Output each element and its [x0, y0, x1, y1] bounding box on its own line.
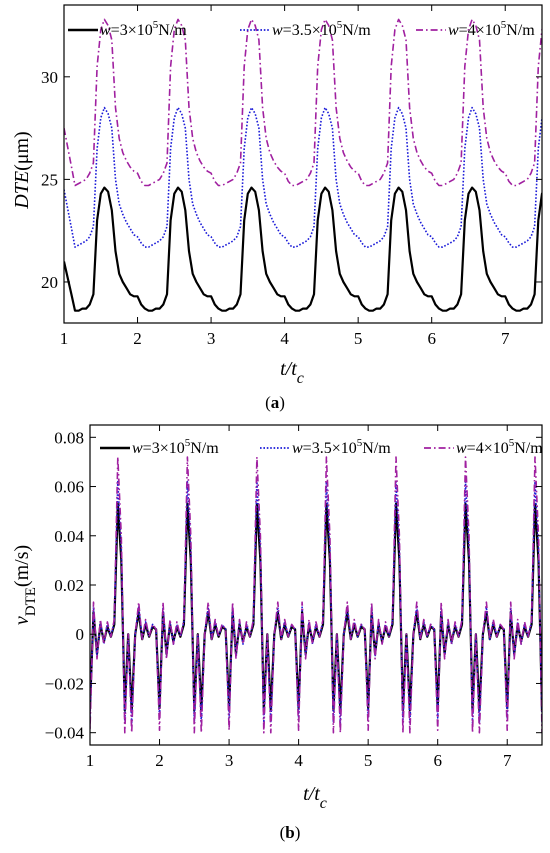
legend-label-1: w=3×105N/m [100, 19, 187, 39]
x-tick-label: 4 [280, 329, 289, 348]
chart-panel-b: 1 2 3 4 5 6 7 −0.04 −0.02 0 0.02 0.04 0.06 0.08 w=3×10… [11, 424, 543, 842]
y-axis-label: DTE(μm) [11, 131, 33, 209]
x-tick-label: 5 [364, 751, 373, 770]
legend: w=3×105N/m w=3.5×105N/m w=4×105N/m [68, 19, 535, 39]
x-tick-label: 1 [86, 751, 95, 770]
y-tick-label: −0.02 [45, 674, 84, 693]
x-tick-label: 1 [60, 329, 69, 348]
series-line-3 [64, 18, 542, 187]
x-tick-label: 4 [294, 751, 303, 770]
chart-panel-a: 1 2 3 4 5 6 7 20 25 30 w=3×105N/m w=3.5×105N/m w=4×1… [11, 4, 543, 412]
axes-frame [63, 4, 543, 324]
legend-label-3: w=4×105N/m [448, 19, 535, 39]
x-tick-label: 7 [503, 751, 512, 770]
y-tick-label: 0.04 [54, 527, 84, 546]
x-axis-label: t/tc [303, 783, 327, 812]
legend-label-1: w=3×105N/m [132, 437, 219, 457]
plot-area [90, 456, 542, 734]
legend-label-2: w=3.5×105N/m [292, 437, 391, 457]
x-tick-label: 3 [225, 751, 234, 770]
panel-caption: (b) [280, 823, 301, 842]
y-tick-label: 20 [41, 273, 58, 292]
y-tick-label: 30 [41, 68, 58, 87]
x-tick-label: 2 [133, 329, 142, 348]
y-tick-label: 0.06 [54, 478, 84, 497]
series-line-2 [64, 106, 542, 248]
x-tick-label: 3 [207, 329, 216, 348]
x-tick-label: 5 [354, 329, 363, 348]
y-axis-label-text: vDTE(m/s) [11, 545, 39, 625]
legend-label-2: w=3.5×105N/m [272, 19, 371, 39]
series-line-1 [64, 186, 542, 312]
y-axis-label-text: DTE(μm) [11, 131, 33, 209]
y-axis-label: vDTE(m/s) [11, 545, 39, 625]
series-line-3 [90, 456, 542, 734]
legend: w=3×105N/m w=3.5×105N/m w=4×105N/m [100, 437, 543, 457]
x-tick-label: 6 [433, 751, 442, 770]
legend-label-3: w=4×105N/m [456, 437, 543, 457]
y-tick-label: 0.08 [54, 428, 84, 447]
y-tick-label: 25 [41, 170, 58, 189]
x-tick-label: 2 [155, 751, 164, 770]
x-tick-label: 6 [427, 329, 436, 348]
plot-area [64, 18, 542, 312]
y-tick-label: −0.04 [45, 724, 85, 743]
y-tick-label: 0 [76, 625, 85, 644]
panel-caption: (a) [265, 393, 285, 412]
y-tick-label: 0.02 [54, 576, 84, 595]
x-tick-label: 7 [501, 329, 510, 348]
x-axis-label: t/tc [280, 358, 304, 387]
